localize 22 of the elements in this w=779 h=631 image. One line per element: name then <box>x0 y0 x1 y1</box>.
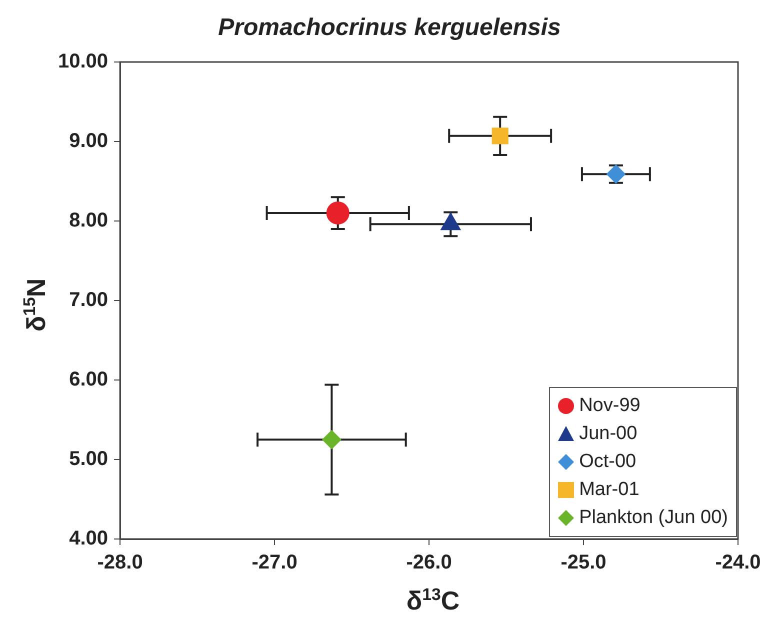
legend-label: Oct-00 <box>579 451 636 473</box>
point <box>326 202 350 225</box>
y-tick-label: 10.00 <box>58 50 108 73</box>
y-tick-label: 4.00 <box>69 528 108 550</box>
x-tick-label: -24.0 <box>715 552 761 574</box>
x-tick-label: -28.0 <box>97 552 143 574</box>
legend-label: Nov-99 <box>579 395 640 417</box>
legend-label: Plankton (Jun 00) <box>579 507 728 529</box>
point <box>492 128 508 144</box>
x-tick-label: -27.0 <box>252 552 298 574</box>
y-tick-label: 7.00 <box>69 289 108 312</box>
y-tick-label: 6.00 <box>69 368 108 391</box>
x-tick-label: -25.0 <box>560 552 606 574</box>
point <box>322 430 342 450</box>
y-tick-label: 5.00 <box>69 448 108 470</box>
legend-label: Mar-01 <box>579 479 640 501</box>
legend-label: Jun-00 <box>579 423 638 445</box>
x-axis-title: δ$^{13}$C <box>405 585 461 617</box>
x-tick-label: -26.0 <box>406 552 452 574</box>
y-tick-label: 8.00 <box>69 210 108 232</box>
y-tick-label: 9.00 <box>69 130 108 152</box>
chart-title: Promachocrinus kerguelensis <box>217 14 562 42</box>
